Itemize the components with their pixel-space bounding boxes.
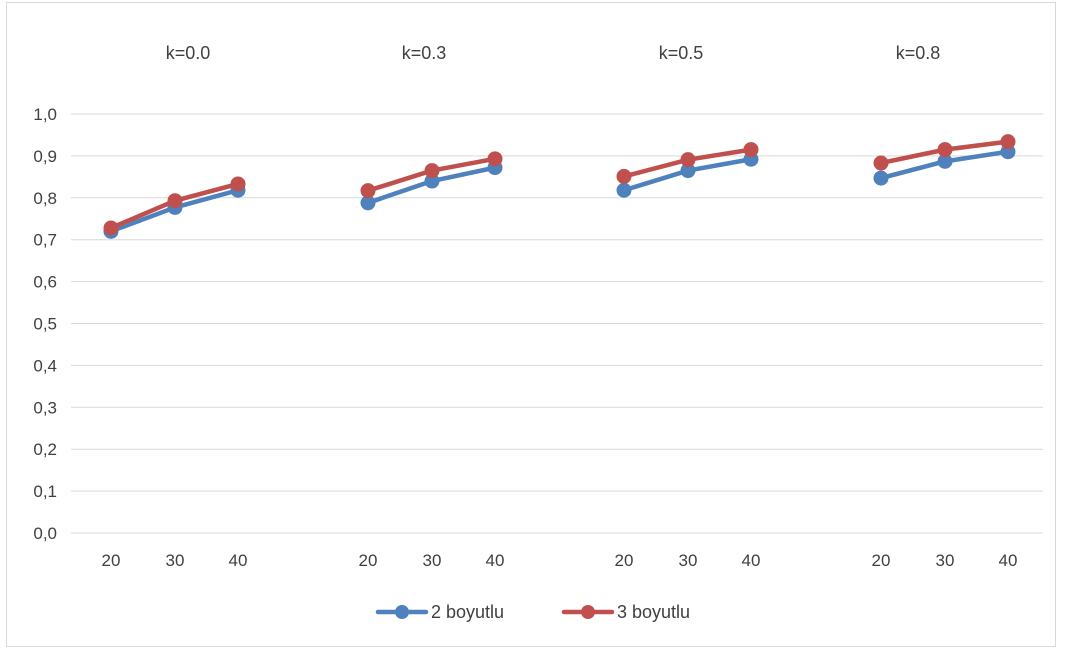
y-tick-label: 0,2 <box>33 440 57 459</box>
x-tick-label: 20 <box>359 551 378 570</box>
x-tick-label: 30 <box>936 551 955 570</box>
data-point <box>230 176 246 192</box>
series-lines <box>103 134 1016 239</box>
gridlines <box>71 113 1043 534</box>
legend-label: 2 boyutlu <box>431 602 504 622</box>
y-tick-label: 0,8 <box>33 189 57 208</box>
panel-title: k=0.0 <box>166 43 211 63</box>
panel-title: k=0.8 <box>896 43 941 63</box>
data-point <box>937 142 953 158</box>
x-tick-label: 40 <box>999 551 1018 570</box>
line-chart: 0,00,10,20,30,40,50,60,70,80,91,0 k=0.0 k… <box>33 43 1043 622</box>
y-tick-label: 1,0 <box>33 105 57 124</box>
y-tick-label: 0,9 <box>33 147 57 166</box>
y-tick-label: 0,0 <box>33 524 57 543</box>
legend-label: 3 boyutlu <box>617 602 690 622</box>
panel-titles: k=0.0 k=0.3 k=0.5 k=0.8 <box>166 43 941 63</box>
data-point <box>1000 134 1016 150</box>
data-point <box>487 151 503 167</box>
y-tick-label: 0,6 <box>33 273 57 292</box>
x-tick-label: 30 <box>166 551 185 570</box>
panel-title: k=0.3 <box>402 43 447 63</box>
legend-swatch-marker <box>395 605 409 619</box>
y-tick-label: 0,1 <box>33 482 57 501</box>
panel-title: k=0.5 <box>659 43 704 63</box>
x-tick-label: 30 <box>423 551 442 570</box>
x-tick-label: 20 <box>872 551 891 570</box>
x-tick-label: 40 <box>486 551 505 570</box>
data-point <box>360 183 376 199</box>
y-tick-label: 0,7 <box>33 231 57 250</box>
legend-swatch-marker <box>581 605 595 619</box>
y-tick-label: 0,5 <box>33 315 57 334</box>
data-point <box>873 155 889 171</box>
x-tick-label: 20 <box>615 551 634 570</box>
data-point <box>103 220 119 236</box>
legend: 2 boyutlu 3 boyutlu <box>375 602 690 622</box>
data-point <box>616 182 632 198</box>
chart-frame: 0,0 0,1 0,2 0,3 0,4 0,5 0,6 0,7 0,8 0,9 1,0 k=0.0 k… <box>6 2 1056 647</box>
data-point <box>616 168 632 184</box>
x-axis-ticks: 20 30 40 20 30 40 20 30 40 20 30 40 <box>102 551 1018 570</box>
x-tick-label: 40 <box>742 551 761 570</box>
y-tick-label: 0,4 <box>33 356 57 375</box>
data-point <box>424 163 440 179</box>
data-point <box>680 152 696 168</box>
data-point <box>873 170 889 186</box>
y-axis-ticks: 0,0 0,1 0,2 0,3 0,4 0,5 0,6 0,7 0,8 0,9 1,0 <box>33 105 57 543</box>
x-tick-label: 30 <box>679 551 698 570</box>
x-tick-label: 20 <box>102 551 121 570</box>
x-tick-label: 40 <box>229 551 248 570</box>
y-tick-label: 0,3 <box>33 398 57 417</box>
data-point <box>167 193 183 209</box>
data-point <box>743 142 759 158</box>
